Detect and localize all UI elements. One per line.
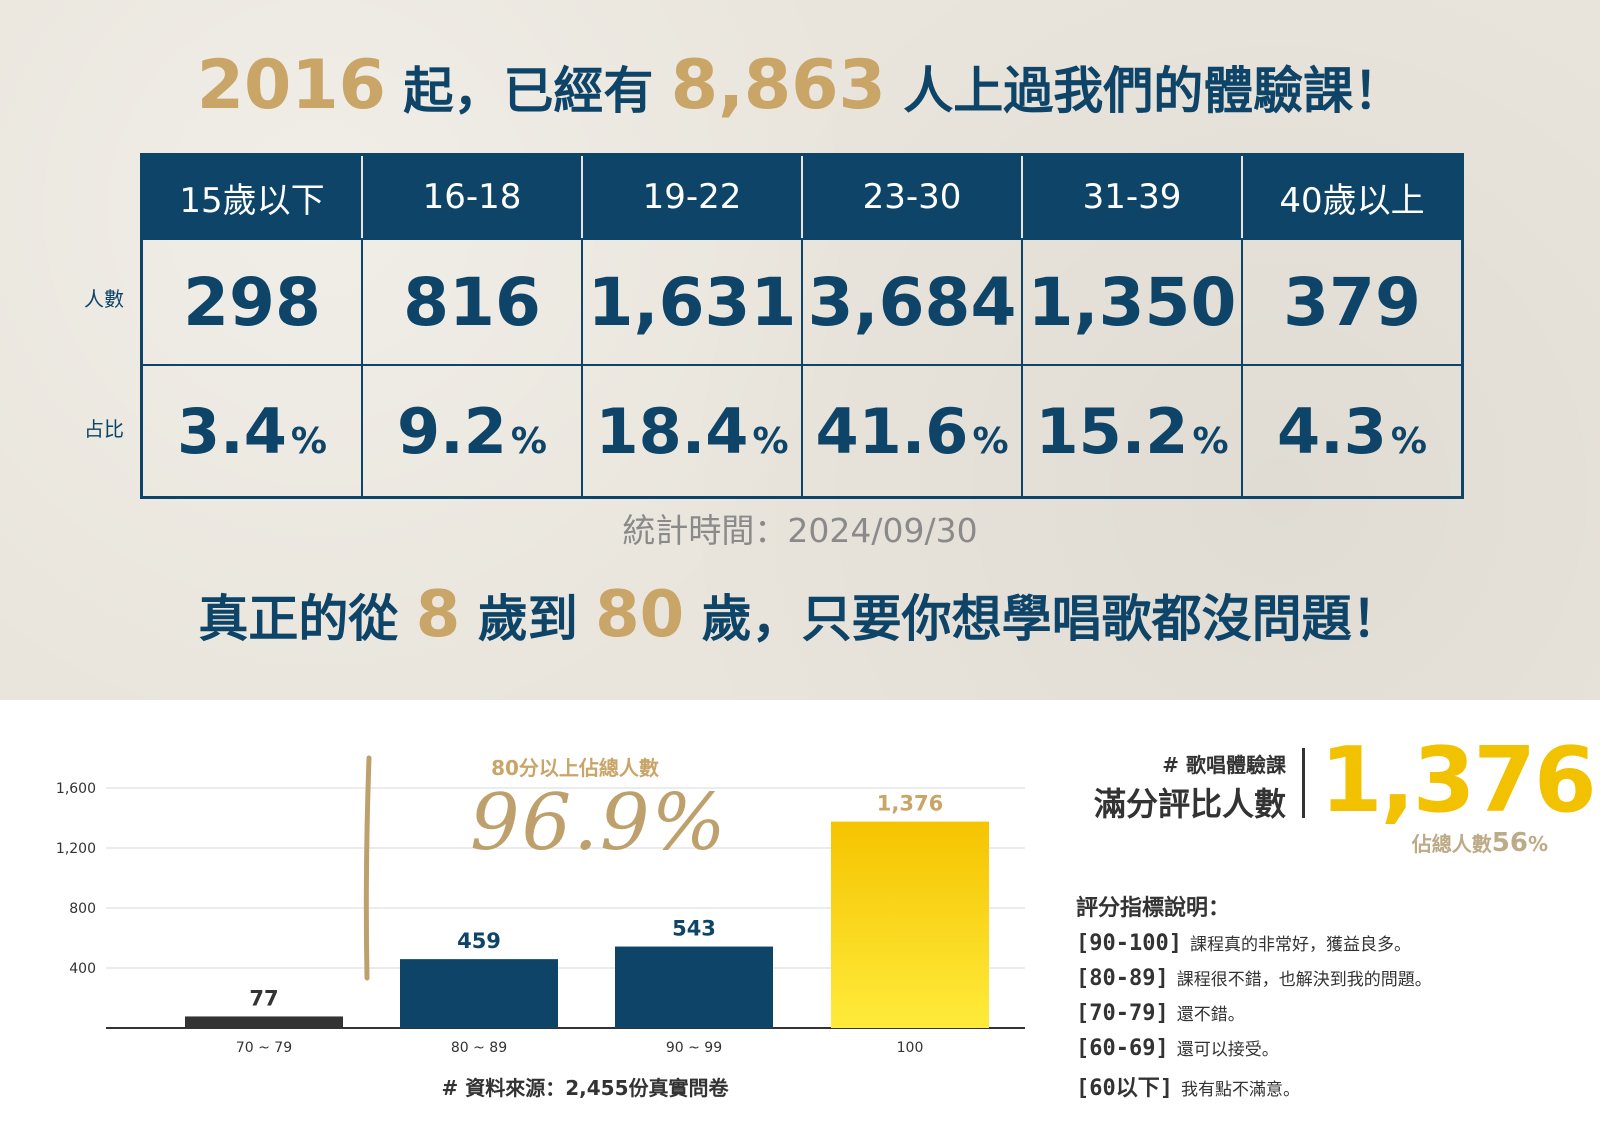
legend-desc: 課程真的非常好，獲益良多。 bbox=[1189, 935, 1411, 955]
bar bbox=[400, 959, 558, 1028]
percent-sign: % bbox=[752, 420, 789, 462]
full-score-count: 1,376 bbox=[1320, 728, 1597, 833]
legend-range: [90-100] bbox=[1076, 931, 1182, 956]
table-row-count: 298 816 1,631 3,684 1,350 379 bbox=[143, 238, 1461, 364]
age-to: 80 bbox=[595, 578, 685, 652]
y-tick-label: 1,200 bbox=[56, 841, 96, 857]
count-cell: 3,684 bbox=[803, 240, 1023, 364]
score-bar-chart: 400 800 1,200 1,600 77 70 ~ 79 459 80 ~ 89 543 90… bbox=[56, 755, 1025, 1056]
y-tick-label: 800 bbox=[69, 901, 96, 917]
stats-section: 2016 起，已經有 8,863 人上過我們的體驗課！ 人數 占比 15歲以下 … bbox=[0, 0, 1600, 700]
age-group-header: 23-30 bbox=[803, 156, 1023, 238]
age-from: 8 bbox=[415, 578, 461, 652]
legend-desc: 還可以接受。 bbox=[1176, 1040, 1279, 1060]
percent-value: 15.2 bbox=[1035, 394, 1189, 468]
x-tick-label: 70 ~ 79 bbox=[236, 1040, 292, 1056]
legend-range: [70-79] bbox=[1076, 1001, 1169, 1026]
count-cell: 298 bbox=[143, 240, 363, 364]
percent-sign: % bbox=[1192, 420, 1229, 462]
headline-participants: 2016 起，已經有 8,863 人上過我們的體驗課！ bbox=[0, 46, 1600, 125]
participant-count: 8,863 bbox=[670, 46, 886, 125]
age-group-header: 16-18 bbox=[363, 156, 583, 238]
percent-sign: % bbox=[1390, 420, 1427, 462]
y-tick-label: 1,600 bbox=[56, 781, 96, 797]
bar-value-label: 77 bbox=[249, 986, 278, 1010]
bar bbox=[615, 946, 773, 1028]
percent-sign: % bbox=[510, 420, 547, 462]
legend-item: [60以下] 我有點不滿意。 bbox=[1076, 1070, 1432, 1105]
score-legend: [90-100] 課程真的非常好，獲益良多。 [80-89] 課程很不錯，也解決到我… bbox=[1076, 930, 1432, 1105]
percent-value: 3.4 bbox=[177, 394, 287, 468]
legend-desc: 課程很不錯，也解決到我的問題。 bbox=[1176, 970, 1432, 990]
headline2-prefix: 真正的從 bbox=[198, 590, 416, 648]
percent-cell: 41.6% bbox=[803, 366, 1023, 496]
share-sign: % bbox=[1527, 832, 1548, 856]
legend-item: [60-69] 還可以接受。 bbox=[1076, 1035, 1432, 1070]
row-label-percent: 占比 bbox=[84, 417, 124, 441]
percent-cell: 3.4% bbox=[143, 366, 363, 496]
age-group-header: 40歲以上 bbox=[1279, 180, 1425, 221]
bar-value-label: 1,376 bbox=[877, 792, 943, 816]
legend-item: [80-89] 課程很不錯，也解決到我的問題。 bbox=[1076, 965, 1432, 1000]
x-tick-label: 80 ~ 89 bbox=[451, 1040, 507, 1056]
share-value: 56 bbox=[1491, 828, 1528, 858]
percent-value: 41.6 bbox=[815, 394, 969, 468]
y-tick-label: 400 bbox=[69, 961, 96, 977]
start-year: 2016 bbox=[196, 46, 386, 125]
divider bbox=[1302, 748, 1305, 818]
percent-cell: 9.2% bbox=[363, 366, 583, 496]
bar bbox=[185, 1016, 343, 1028]
headline2-mid: 歲到 bbox=[460, 590, 596, 648]
legend-desc: 還不錯。 bbox=[1176, 1005, 1245, 1025]
full-score-share: 佔總人數56% bbox=[1300, 828, 1548, 858]
group-divider-stroke bbox=[363, 755, 372, 981]
headline-suffix: 人上過我們的體驗課！ bbox=[885, 62, 1404, 120]
percent-value: 9.2 bbox=[397, 394, 507, 468]
headline2-suffix: 歲，只要你想學唱歌都沒問題！ bbox=[684, 590, 1402, 648]
count-cell: 379 bbox=[1283, 263, 1421, 341]
legend-range: [60-69] bbox=[1076, 1036, 1169, 1061]
course-tag: # 歌唱體驗課 bbox=[1162, 753, 1286, 777]
bar-value-label: 543 bbox=[672, 917, 716, 941]
x-tick-label: 90 ~ 99 bbox=[666, 1040, 722, 1056]
table-header-row: 15歲以下 16-18 19-22 23-30 31-39 40歲以上 bbox=[143, 156, 1461, 238]
legend-title: 評分指標說明： bbox=[1076, 896, 1231, 921]
bar bbox=[831, 821, 989, 1028]
chart-caption: 80分以上佔總人數 bbox=[491, 756, 659, 780]
full-score-title: 滿分評比人數 bbox=[1093, 785, 1286, 823]
percent-value: 4.3 bbox=[1277, 394, 1387, 468]
table-row-percent: 3.4% 9.2% 18.4% 41.6% 15.2% 4.3% bbox=[143, 364, 1461, 496]
age-group-header: 31-39 bbox=[1023, 156, 1243, 238]
percent-cell: 15.2% bbox=[1023, 366, 1243, 496]
age-stats-table: 15歲以下 16-18 19-22 23-30 31-39 40歲以上 298 … bbox=[140, 153, 1464, 499]
age-group-header: 19-22 bbox=[583, 156, 803, 238]
percent-value: 18.4 bbox=[595, 394, 749, 468]
legend-item: [70-79] 還不錯。 bbox=[1076, 1000, 1432, 1035]
age-group-header: 15歲以下 bbox=[143, 156, 363, 238]
legend-item: [90-100] 課程真的非常好，獲益良多。 bbox=[1076, 930, 1432, 965]
percent-sign: % bbox=[290, 420, 327, 462]
percent-sign: % bbox=[972, 420, 1009, 462]
highlight-percent: 96.9% bbox=[470, 778, 728, 868]
x-tick-label: 100 bbox=[897, 1040, 924, 1056]
count-cell: 1,350 bbox=[1023, 240, 1243, 364]
count-cell: 816 bbox=[363, 240, 583, 364]
share-prefix: 佔總人數 bbox=[1411, 832, 1492, 856]
headline-mid: 起，已經有 bbox=[385, 62, 671, 120]
legend-desc: 我有點不滿意。 bbox=[1180, 1080, 1300, 1100]
row-label-count: 人數 bbox=[84, 287, 124, 311]
stat-date: 統計時間：2024/09/30 bbox=[622, 511, 978, 550]
data-source: # 資料來源：2,455份真實問卷 bbox=[441, 1076, 729, 1100]
legend-range: [60以下] bbox=[1076, 1076, 1173, 1101]
legend-range: [80-89] bbox=[1076, 966, 1169, 991]
bar-value-label: 459 bbox=[457, 929, 501, 953]
percent-cell: 4.3% bbox=[1243, 366, 1461, 496]
count-cell: 1,631 bbox=[583, 240, 803, 364]
percent-cell: 18.4% bbox=[583, 366, 803, 496]
headline-age-range: 真正的從 8 歲到 80 歲，只要你想學唱歌都沒問題！ bbox=[0, 578, 1600, 652]
